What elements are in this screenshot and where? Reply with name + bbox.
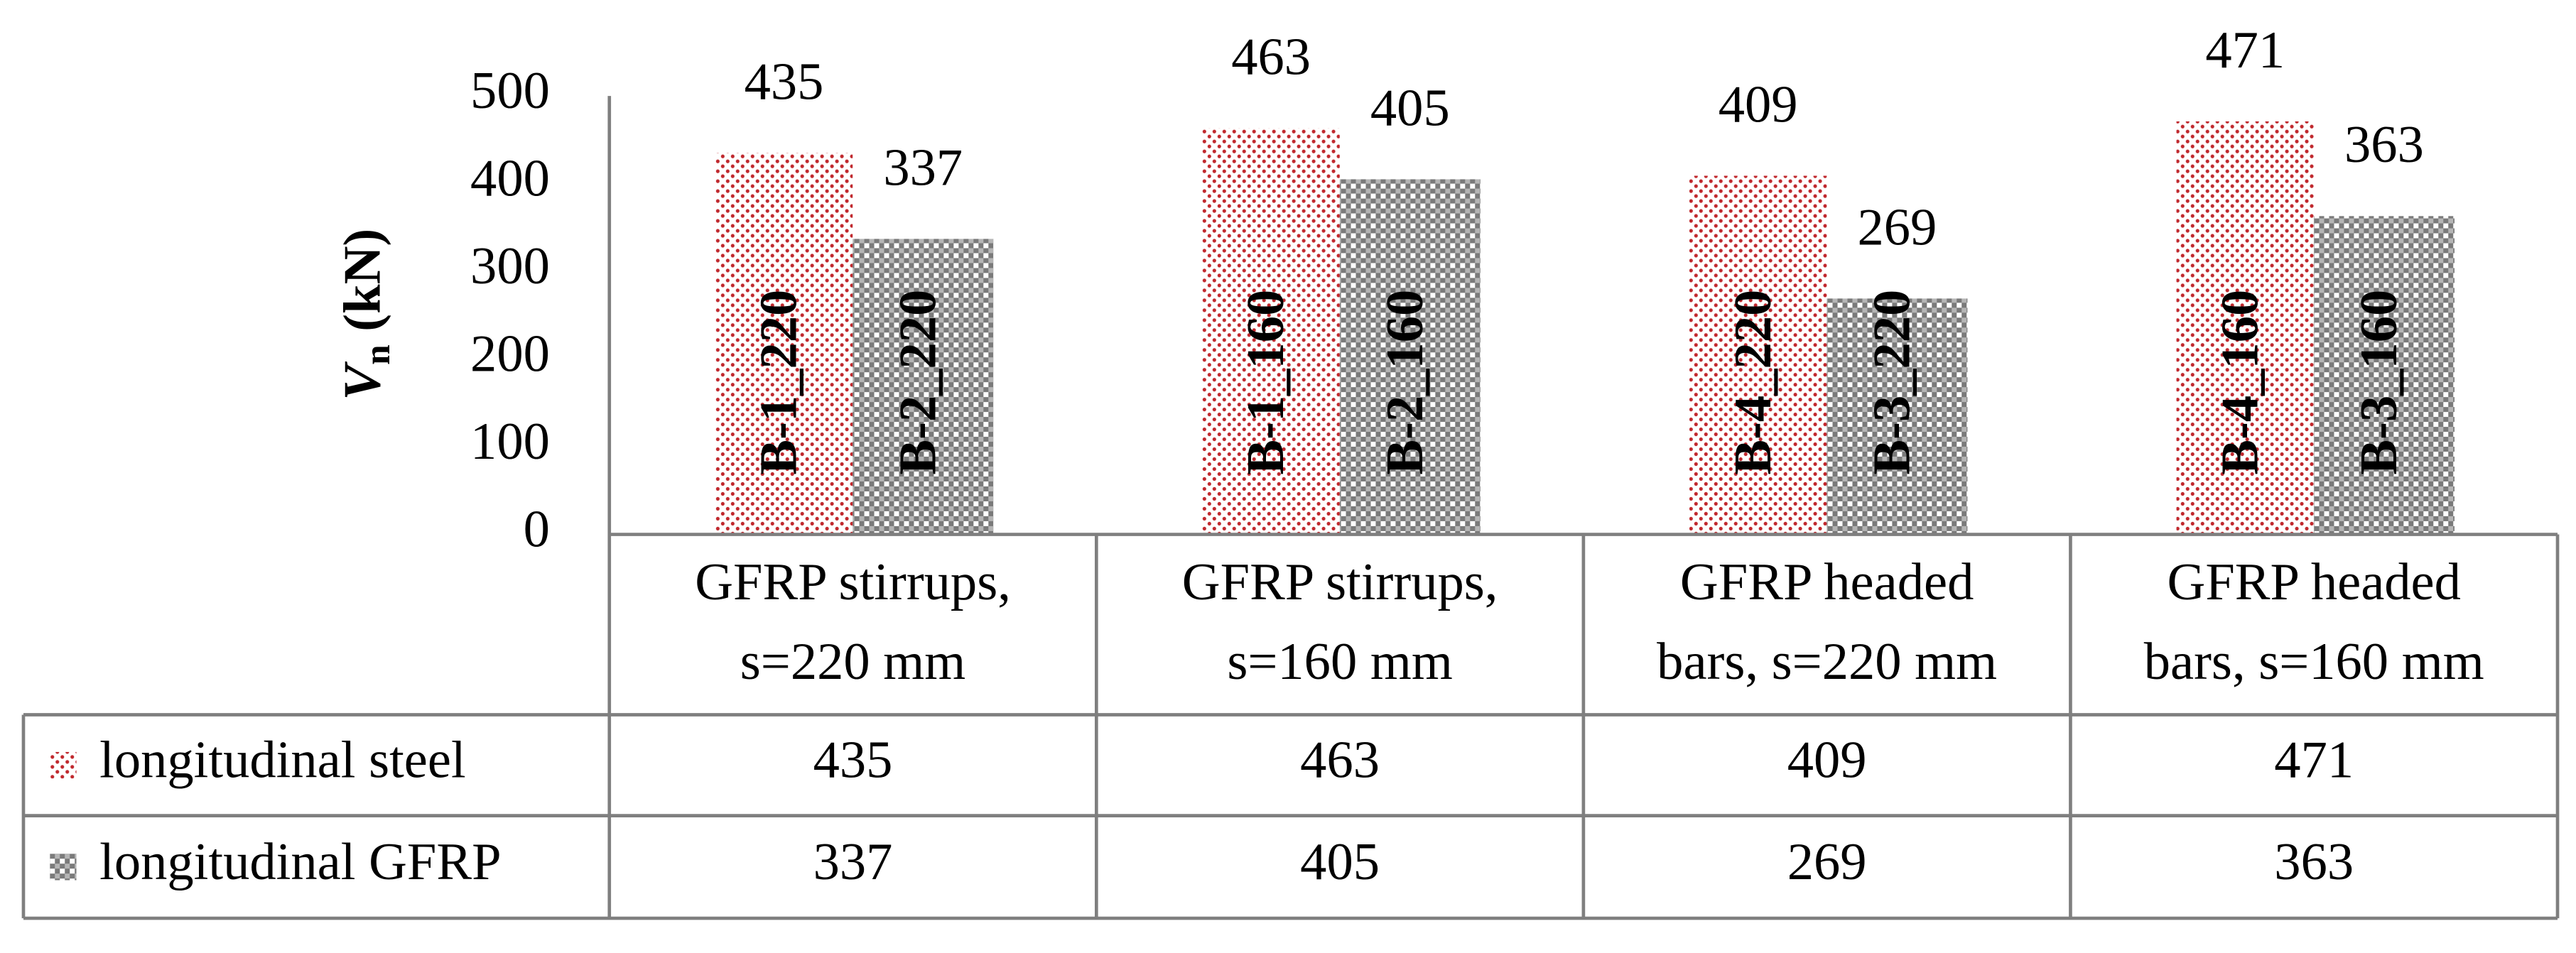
value-label: 405	[1370, 79, 1450, 137]
y-label-subscript: n	[357, 344, 398, 365]
bar	[2176, 121, 2314, 535]
category-label: GFRP stirrups,	[695, 553, 1011, 611]
bar	[1689, 175, 1827, 535]
bar	[2313, 216, 2455, 535]
table-value: 269	[1787, 833, 1867, 891]
y-tick-label: 0	[524, 501, 550, 559]
category-label: bars, s=160 mm	[2144, 633, 2484, 691]
bar	[715, 153, 853, 535]
legend-key	[50, 751, 77, 779]
value-label: 471	[2205, 21, 2285, 80]
bar-label: B-2_160	[1376, 290, 1434, 475]
bar-label: B-2_220	[889, 290, 947, 475]
legend-label: longitudinal GFRP	[99, 833, 501, 891]
category-label: GFRP headed	[1680, 553, 1974, 611]
y-tick-label: 400	[470, 150, 550, 208]
value-label: 435	[745, 53, 824, 111]
table-value: 471	[2274, 731, 2354, 790]
bar-label: B-3_220	[1863, 290, 1921, 475]
bar	[1339, 179, 1481, 535]
bar-label: B-1_220	[750, 290, 808, 475]
y-axis-label: Vn (kN)	[334, 229, 398, 401]
y-label-unit: (kN)	[334, 229, 392, 345]
category-label: GFRP stirrups,	[1182, 553, 1498, 611]
table-value: 337	[813, 833, 893, 891]
value-label: 363	[2344, 116, 2424, 174]
category-label: s=220 mm	[740, 633, 965, 691]
y-tick-label: 300	[470, 237, 550, 295]
legend-key	[50, 854, 77, 881]
table-value: 435	[813, 731, 893, 790]
value-label: 269	[1857, 198, 1937, 256]
value-label: 463	[1231, 28, 1311, 87]
bar-label: B-4_220	[1724, 290, 1782, 475]
table-value: 409	[1787, 731, 1867, 790]
y-tick-label: 100	[470, 413, 550, 471]
category-label: bars, s=220 mm	[1657, 633, 1997, 691]
y-label-symbol: V	[334, 361, 392, 401]
table-value: 405	[1300, 833, 1380, 891]
value-label: 337	[883, 138, 963, 197]
category-label: s=160 mm	[1227, 633, 1452, 691]
bar-label: B-3_160	[2350, 290, 2408, 475]
y-tick-label: 500	[470, 62, 550, 120]
bar-label: B-1_160	[1237, 290, 1295, 475]
value-label: 409	[1719, 75, 1798, 134]
bar	[1827, 298, 1968, 535]
table-value: 463	[1300, 731, 1380, 790]
category-label: GFRP headed	[2168, 553, 2461, 611]
table-value: 363	[2274, 833, 2354, 891]
bar	[853, 239, 994, 535]
y-tick-label: 200	[470, 325, 550, 383]
bar-label: B-4_160	[2211, 290, 2269, 475]
legend-label: longitudinal steel	[99, 731, 466, 790]
bar	[1202, 128, 1340, 535]
